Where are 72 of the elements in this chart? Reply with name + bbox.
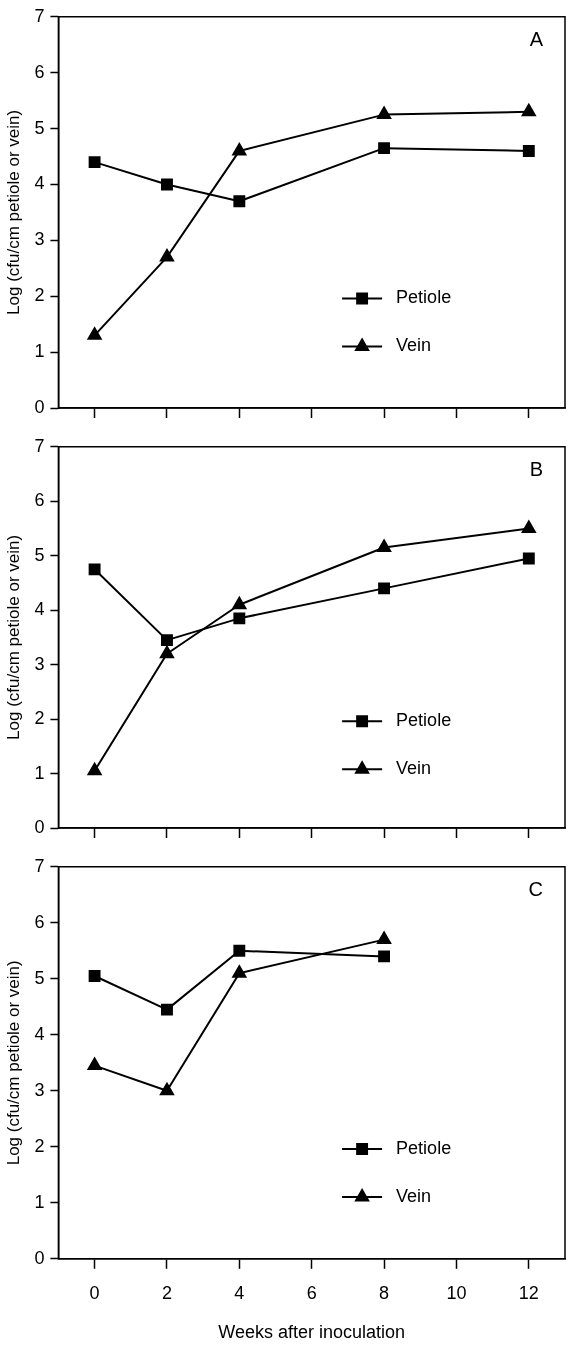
point: [521, 520, 536, 533]
y-tick-label: 4: [34, 173, 45, 194]
point: [377, 931, 392, 945]
y-tick-label: 0: [34, 1247, 45, 1268]
y-tick-label: 5: [34, 117, 45, 138]
point: [159, 645, 175, 659]
point: [378, 950, 391, 963]
point: [161, 178, 173, 191]
y-tick-label: 3: [34, 1079, 45, 1100]
point: [232, 596, 247, 610]
y-tick-label: 5: [34, 544, 45, 565]
point: [233, 612, 246, 625]
y-tick-label: 1: [34, 762, 45, 783]
point: [88, 563, 101, 576]
point: [159, 249, 175, 262]
legend-label: Petiole: [396, 710, 452, 731]
point: [233, 944, 246, 957]
y-tick-label: 6: [34, 490, 45, 511]
annotation: B: [529, 458, 543, 481]
y-tick-label: 0: [34, 816, 45, 837]
legend-label: Petiole: [396, 1138, 452, 1159]
point: [161, 634, 173, 647]
x-tick-label: 2: [161, 1282, 172, 1303]
y-tick-label: 3: [34, 653, 45, 674]
x-tick-label: 12: [518, 1282, 539, 1303]
y-tick-label: 7: [34, 855, 45, 876]
point: [87, 762, 102, 776]
point: [232, 965, 247, 978]
point: [521, 103, 536, 117]
y-tick-label: 1: [34, 1191, 45, 1212]
y-axis-title: Log (cfu/cm petiole or vein): [3, 534, 23, 740]
y-tick-label: 7: [34, 5, 45, 26]
y-tick-label: 0: [34, 396, 45, 417]
y-tick-label: 4: [34, 599, 45, 620]
point: [377, 106, 392, 120]
x-tick-label: 8: [379, 1282, 390, 1303]
point: [88, 156, 101, 169]
point: [378, 582, 391, 595]
point: [522, 552, 535, 565]
annotation: A: [529, 28, 544, 51]
x-tick-label: 10: [446, 1282, 467, 1303]
point: [161, 1003, 173, 1016]
point: [233, 195, 246, 208]
y-tick-label: 2: [34, 708, 45, 729]
y-tick-label: 5: [34, 967, 45, 988]
point: [232, 142, 247, 156]
y-tick-label: 6: [34, 911, 45, 932]
x-axis-title: Weeks after inoculation: [218, 1322, 406, 1343]
point: [377, 539, 392, 553]
legend-label: Vein: [396, 335, 432, 356]
annotation: C: [528, 878, 543, 901]
y-axis-title: Log (cfu/cm petiole or vein): [3, 109, 23, 315]
point: [88, 970, 101, 982]
legend-label: Petiole: [396, 287, 452, 308]
y-tick-label: 2: [34, 285, 45, 306]
y-tick-label: 6: [34, 61, 45, 82]
legend-label: Vein: [396, 758, 432, 779]
point: [159, 1082, 175, 1096]
y-tick-label: 4: [34, 1023, 45, 1044]
y-tick-label: 3: [34, 229, 45, 250]
y-tick-label: 2: [34, 1135, 45, 1156]
y-axis-title: Log (cfu/cm petiole or vein): [3, 960, 23, 1166]
x-tick-label: 4: [234, 1282, 245, 1303]
legend-label: Vein: [396, 1186, 432, 1207]
y-tick-label: 7: [34, 435, 45, 456]
point: [378, 142, 391, 155]
point: [87, 327, 102, 340]
point: [87, 1057, 102, 1071]
point: [522, 144, 535, 157]
x-tick-label: 6: [306, 1282, 317, 1303]
x-tick-label: 0: [89, 1282, 100, 1303]
y-tick-label: 1: [34, 341, 45, 362]
